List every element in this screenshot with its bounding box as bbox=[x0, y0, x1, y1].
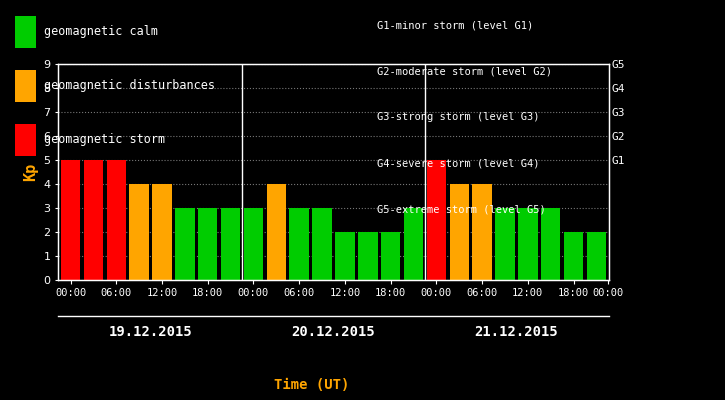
Bar bbox=[152, 184, 172, 280]
Text: G2-moderate storm (level G2): G2-moderate storm (level G2) bbox=[377, 66, 552, 76]
Bar bbox=[404, 208, 423, 280]
Bar bbox=[83, 160, 103, 280]
Bar bbox=[564, 232, 584, 280]
Bar bbox=[518, 208, 537, 280]
Text: geomagnetic storm: geomagnetic storm bbox=[44, 134, 165, 146]
Bar bbox=[587, 232, 606, 280]
Text: 21.12.2015: 21.12.2015 bbox=[475, 325, 558, 339]
Bar bbox=[335, 232, 355, 280]
Text: G4-severe storm (level G4): G4-severe storm (level G4) bbox=[377, 158, 539, 168]
Bar bbox=[312, 208, 332, 280]
Bar bbox=[289, 208, 309, 280]
Bar bbox=[221, 208, 240, 280]
Text: 20.12.2015: 20.12.2015 bbox=[291, 325, 376, 339]
Bar bbox=[541, 208, 560, 280]
Bar bbox=[495, 208, 515, 280]
Bar bbox=[473, 184, 492, 280]
Bar bbox=[427, 160, 446, 280]
Bar bbox=[175, 208, 194, 280]
Y-axis label: Kp: Kp bbox=[22, 163, 38, 181]
Text: G3-strong storm (level G3): G3-strong storm (level G3) bbox=[377, 112, 539, 122]
Text: geomagnetic disturbances: geomagnetic disturbances bbox=[44, 80, 215, 92]
Text: 19.12.2015: 19.12.2015 bbox=[109, 325, 192, 339]
Bar bbox=[130, 184, 149, 280]
Bar bbox=[61, 160, 80, 280]
Text: G5-extreme storm (level G5): G5-extreme storm (level G5) bbox=[377, 204, 546, 214]
Bar bbox=[244, 208, 263, 280]
Bar bbox=[358, 232, 378, 280]
Text: geomagnetic calm: geomagnetic calm bbox=[44, 26, 157, 38]
Bar bbox=[198, 208, 218, 280]
Bar bbox=[381, 232, 400, 280]
Bar bbox=[267, 184, 286, 280]
Bar bbox=[107, 160, 126, 280]
Bar bbox=[450, 184, 469, 280]
Text: Time (UT): Time (UT) bbox=[274, 378, 349, 392]
Text: G1-minor storm (level G1): G1-minor storm (level G1) bbox=[377, 20, 534, 30]
